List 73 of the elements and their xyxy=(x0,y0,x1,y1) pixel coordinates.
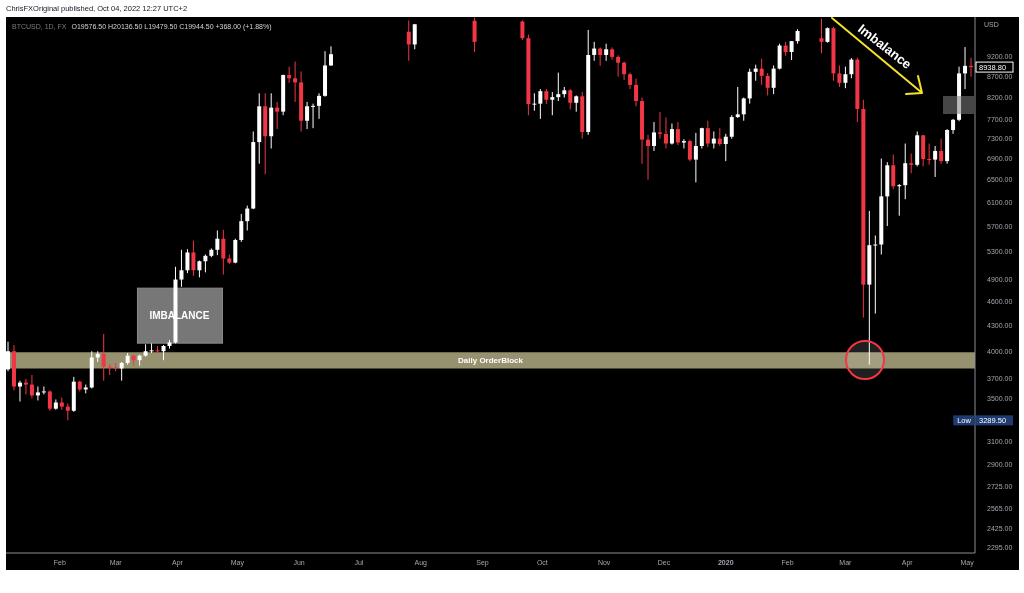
candlestick xyxy=(107,363,112,376)
candlestick xyxy=(6,341,10,372)
candlestick xyxy=(305,101,310,130)
candlestick xyxy=(245,205,250,231)
candlestick xyxy=(239,213,244,243)
candlestick xyxy=(520,19,525,41)
candlestick xyxy=(735,86,740,119)
candlestick xyxy=(149,342,154,354)
candlestick xyxy=(939,138,944,165)
candlestick xyxy=(592,41,597,62)
candlestick xyxy=(687,139,692,162)
candlestick xyxy=(293,61,298,103)
candlestick xyxy=(119,361,124,382)
candlestick xyxy=(311,103,316,129)
candlestick xyxy=(185,248,190,274)
candlestick xyxy=(789,40,794,61)
candlestick xyxy=(101,333,106,382)
candlestick xyxy=(963,46,968,90)
candlestick xyxy=(616,54,621,78)
candlestick xyxy=(777,43,782,70)
candlestick xyxy=(771,64,776,95)
candlestick xyxy=(35,386,40,401)
candlestick xyxy=(568,88,573,110)
candlestick xyxy=(634,78,639,107)
candlestick xyxy=(29,374,34,399)
candlestick xyxy=(723,133,728,162)
candlestick xyxy=(693,132,698,183)
candlestick xyxy=(412,23,417,50)
candlestick xyxy=(406,19,411,62)
candlestick xyxy=(47,389,52,412)
candlestick xyxy=(663,117,668,149)
candlestick xyxy=(837,64,842,88)
candlestick xyxy=(538,88,543,120)
candlestick xyxy=(657,111,662,140)
candlestick xyxy=(759,58,764,86)
candlestick xyxy=(933,145,938,178)
candlestick xyxy=(921,134,926,167)
candlestick xyxy=(765,72,770,96)
candlestick xyxy=(819,18,824,54)
candlestick xyxy=(329,45,333,67)
candlestick xyxy=(556,72,561,102)
candlestick xyxy=(652,121,656,152)
candlestick xyxy=(843,66,848,89)
candlestick xyxy=(598,46,603,67)
candlestick xyxy=(669,123,674,146)
band-label: Daily OrderBlock xyxy=(458,356,524,366)
candlestick xyxy=(215,229,220,256)
candlestick xyxy=(275,101,280,130)
candlestick xyxy=(927,143,932,166)
candlestick xyxy=(23,378,28,395)
candlestick xyxy=(287,66,292,84)
candlestick xyxy=(705,120,710,148)
candlestick xyxy=(317,92,322,120)
candlestick xyxy=(909,152,914,174)
candlestick xyxy=(681,138,686,149)
candlestick xyxy=(191,240,196,277)
candlestick xyxy=(233,238,238,264)
candlestick xyxy=(646,134,651,181)
candlestick xyxy=(550,91,555,116)
candlestick xyxy=(873,235,878,315)
candlestick xyxy=(729,114,734,140)
candlestick xyxy=(472,17,477,53)
candlestick xyxy=(179,249,184,288)
candlestick xyxy=(897,183,902,217)
candlestick xyxy=(532,92,537,112)
candlestick xyxy=(903,143,908,200)
candlestick xyxy=(17,380,22,402)
candlestick xyxy=(849,57,854,79)
candlestick xyxy=(675,121,680,146)
candlestick xyxy=(41,386,46,395)
candlestick xyxy=(622,61,627,81)
candlestick xyxy=(221,229,226,276)
candlestick xyxy=(891,154,896,190)
